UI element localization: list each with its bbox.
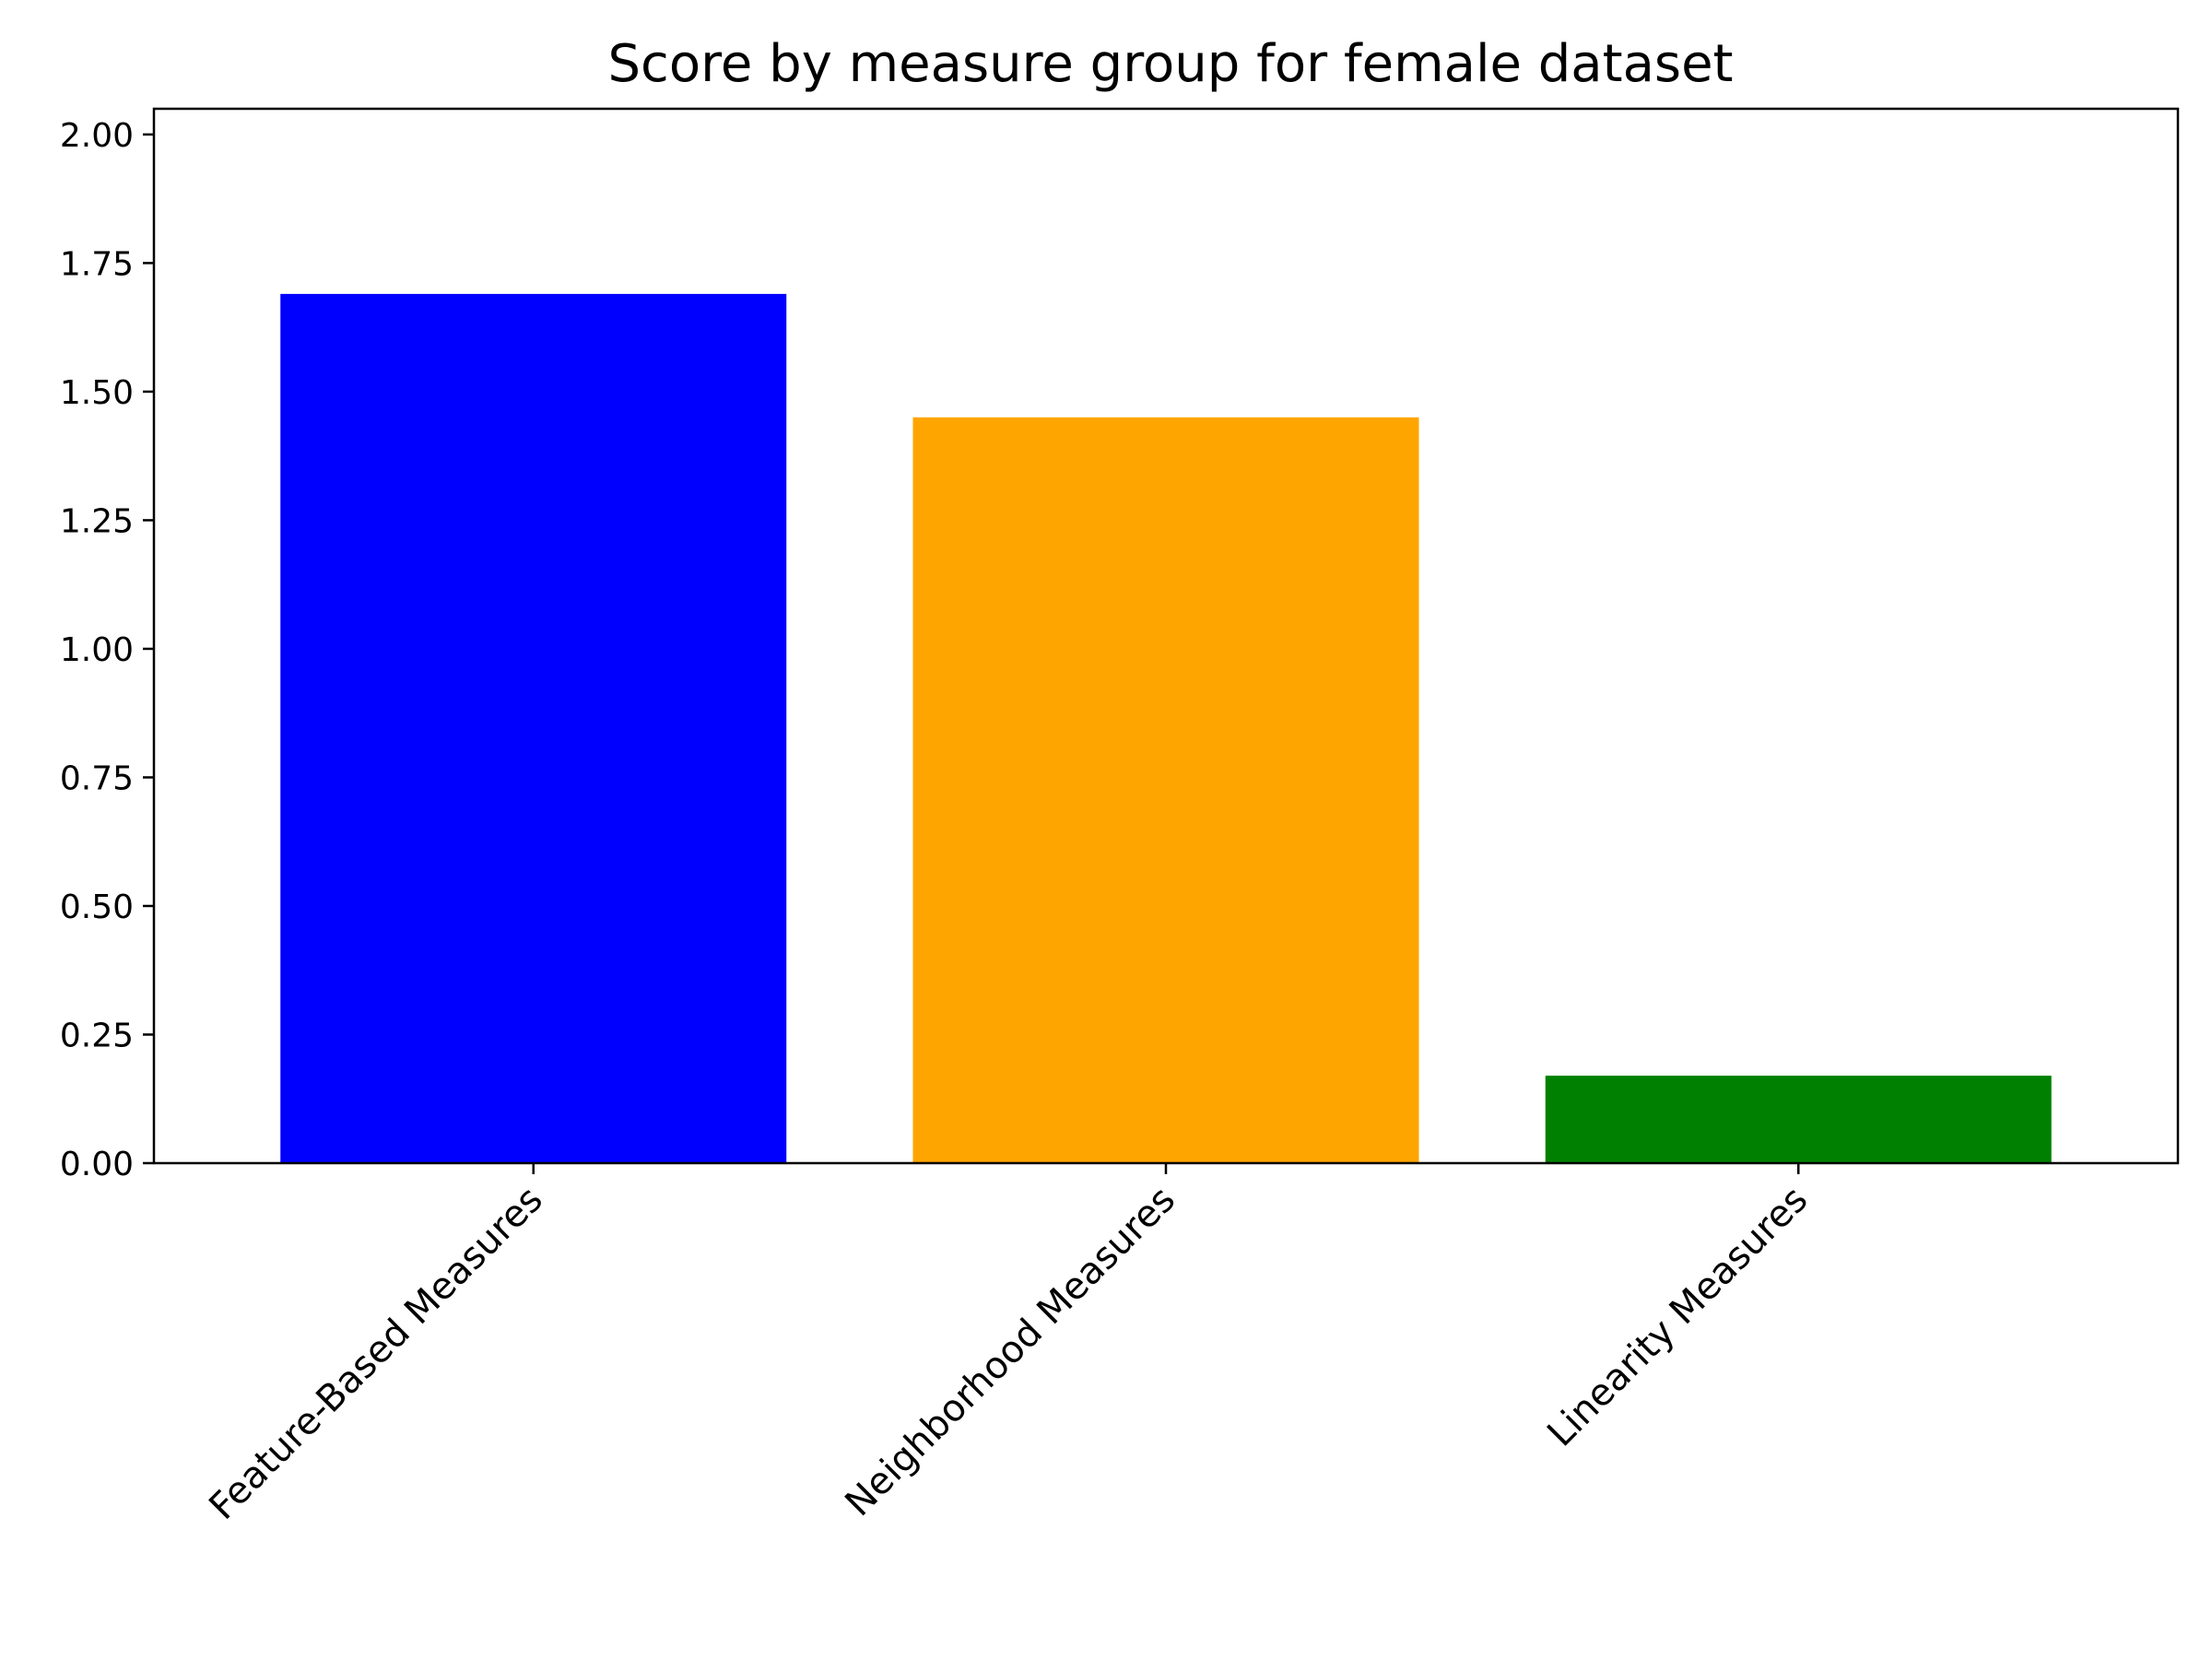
- bar-3: [1545, 1076, 2052, 1163]
- y-tick-label: 0.25: [60, 1017, 134, 1054]
- plot-area: 0.00 0.25 0.50 0.75 1.00 1.25 1.50 1.75 2.00 Feat…: [60, 107, 2180, 1528]
- y-tick-label: 0.75: [60, 759, 134, 797]
- x-tick-label: Feature-Based Measures: [201, 1179, 550, 1528]
- y-tick-label: 1.00: [60, 631, 134, 669]
- chart-title: Score by measure group for female datase…: [608, 34, 1734, 94]
- y-tick-label: 1.25: [60, 502, 134, 540]
- y-tick-label: 1.50: [60, 374, 134, 412]
- y-tick-label: 0.00: [60, 1146, 134, 1183]
- y-tick-label: 1.75: [60, 245, 134, 283]
- x-tick-label: Linearity Measures: [1539, 1179, 1816, 1455]
- bar-2: [912, 417, 1419, 1164]
- y-tick-label: 2.00: [60, 117, 134, 155]
- y-tick-label: 0.50: [60, 888, 134, 926]
- x-tick-label: Neighborhood Measures: [837, 1179, 1183, 1525]
- bar-1: [280, 293, 787, 1163]
